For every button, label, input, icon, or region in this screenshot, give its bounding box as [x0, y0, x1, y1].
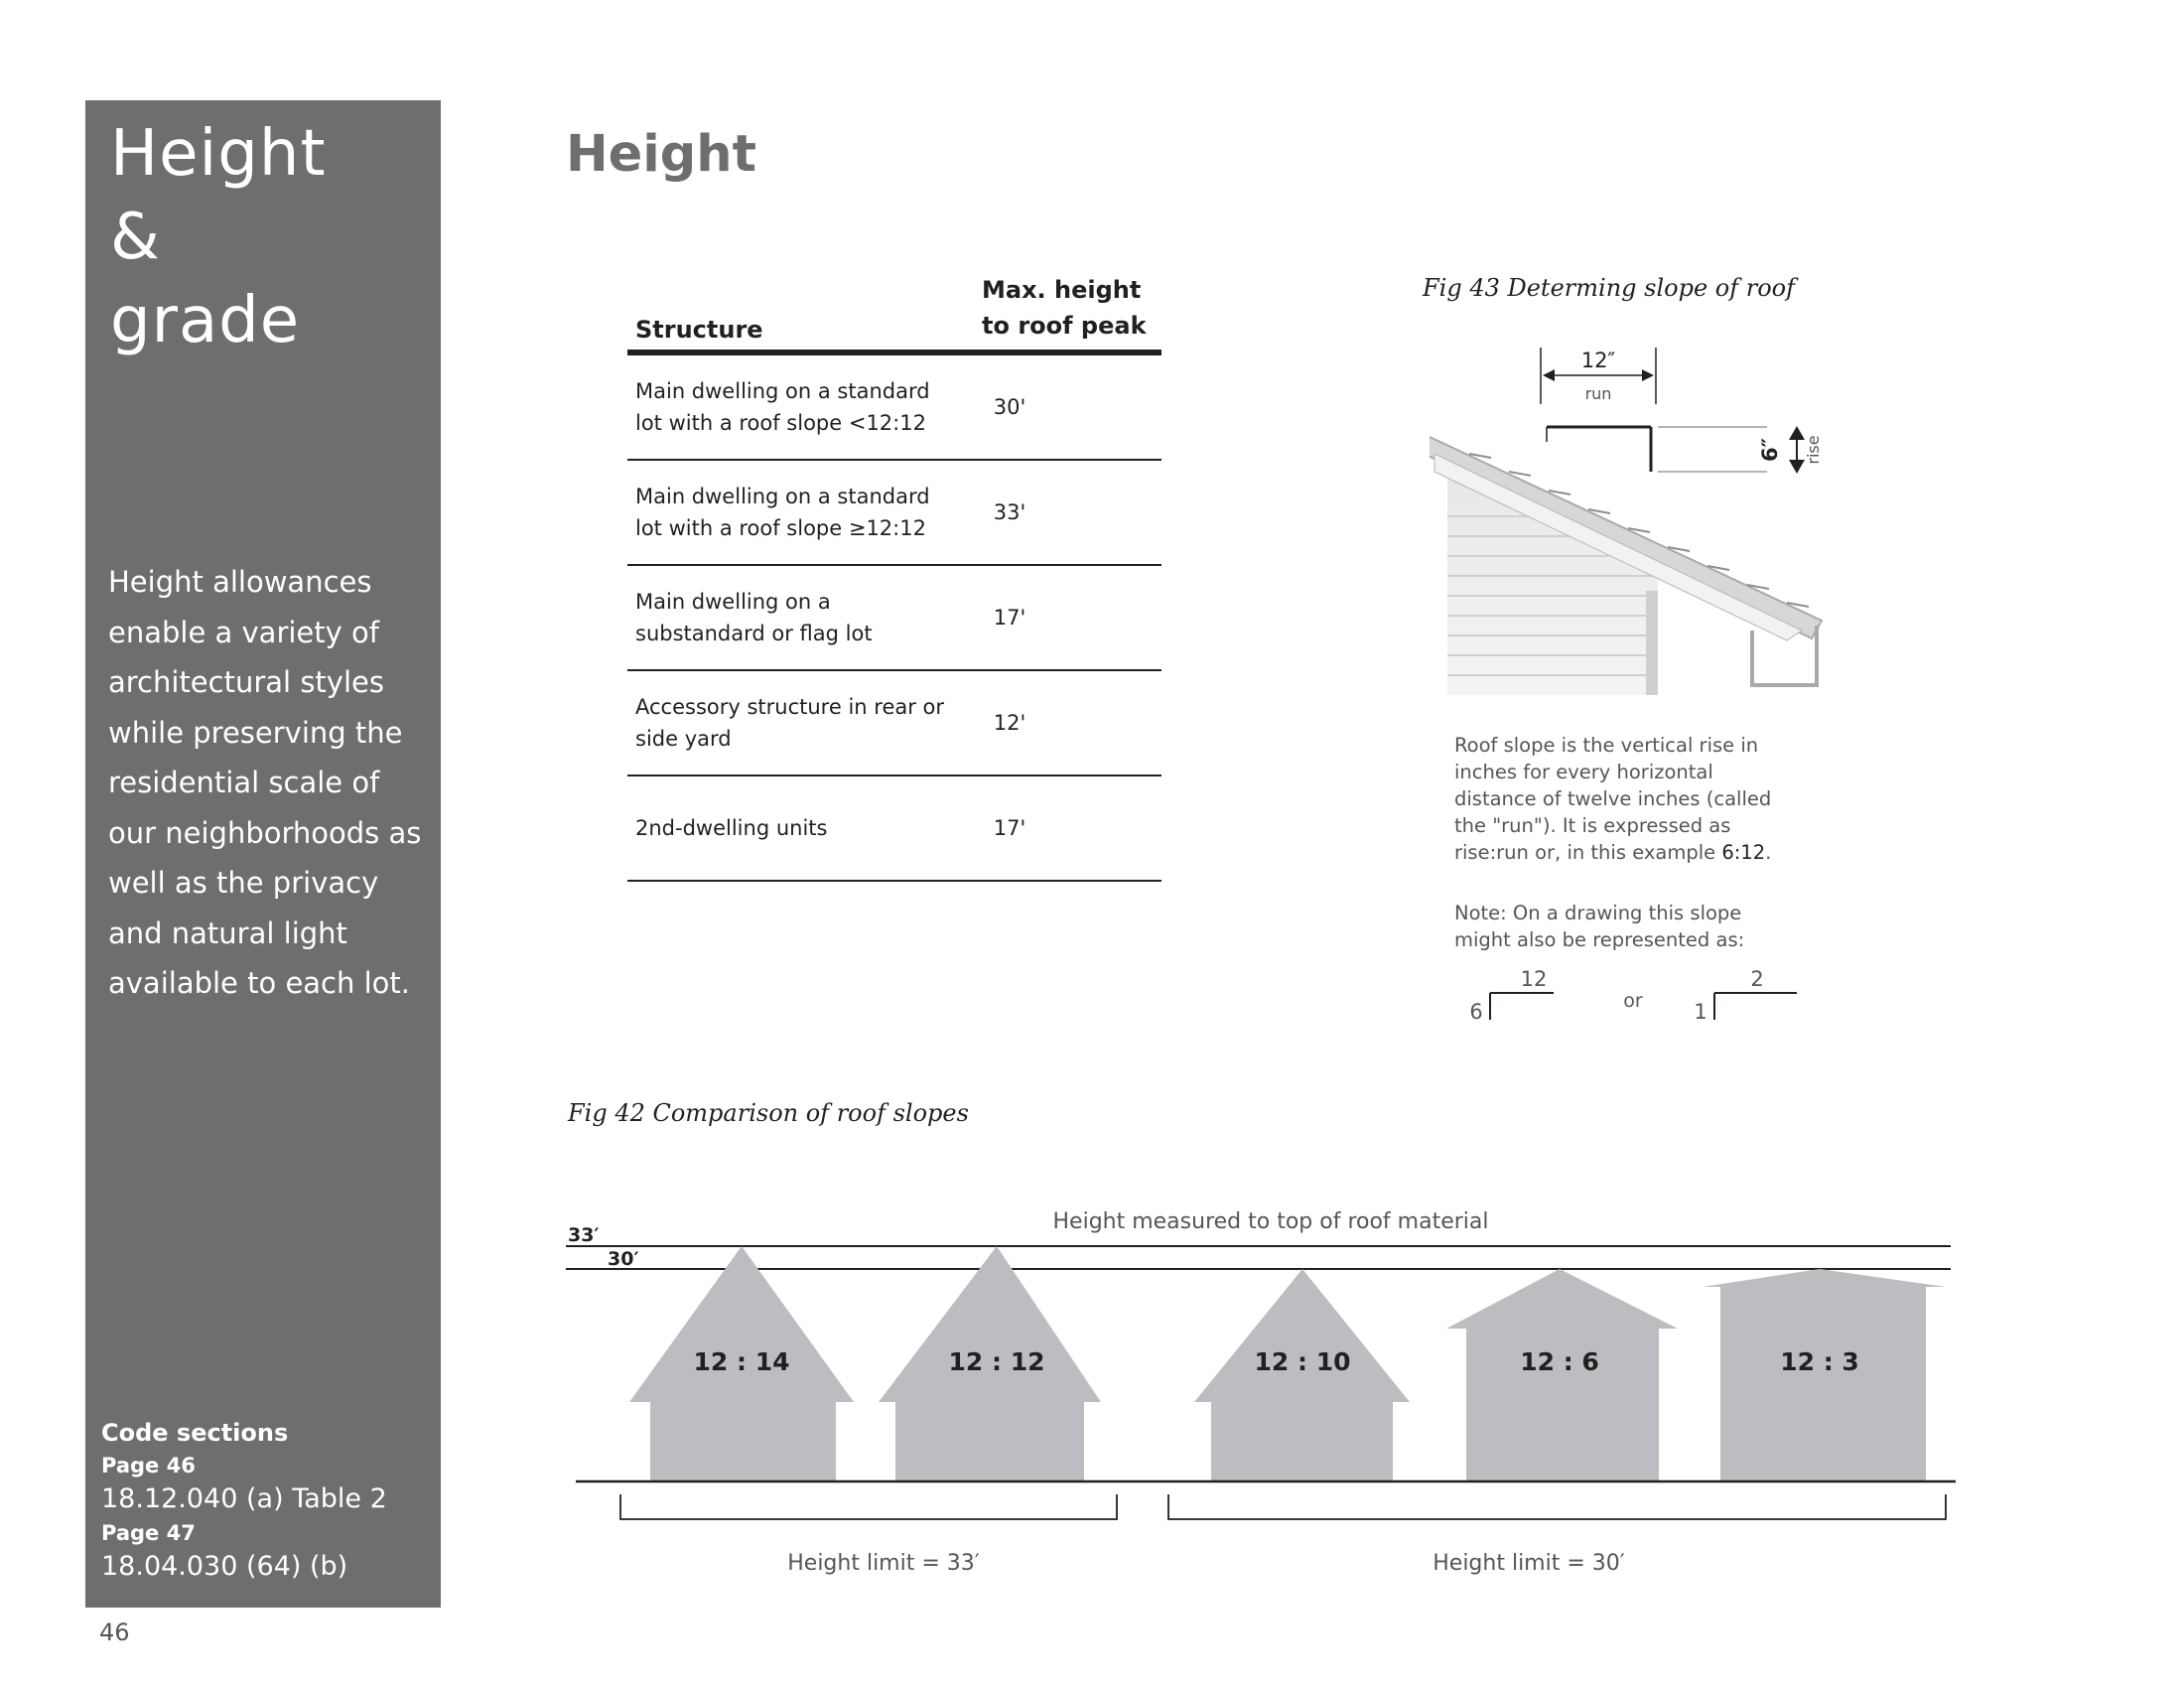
symbol-run: 2: [1750, 967, 1763, 991]
house-12-6: [1446, 1269, 1678, 1481]
house-wall: [1447, 457, 1658, 695]
rise-label: rise: [1804, 435, 1823, 464]
height-measure-label: Height measured to top of roof material: [1053, 1209, 1489, 1234]
run-label: run: [1585, 384, 1612, 403]
symbol-rise: 1: [1694, 1000, 1706, 1023]
code-page-label: Page 47: [101, 1521, 196, 1545]
house-12-14: [629, 1246, 854, 1481]
code-reference: 18.04.030 (64) (b): [101, 1551, 348, 1582]
slope-note: Note: On a drawing this slope might also…: [1454, 902, 1745, 951]
code-sections: Code sections Page 46 18.12.040 (a) Tabl…: [101, 1416, 387, 1585]
table-row: Accessory structure in rear or side yard…: [627, 671, 1161, 776]
roof-slope: [1430, 435, 1824, 687]
slope-description: Roof slope is the vertical rise in inche…: [1454, 732, 1797, 866]
symbol-or: or: [1623, 990, 1643, 1012]
header-max-height-line: Max. height: [982, 276, 1142, 304]
height-cell: 17': [993, 816, 1026, 840]
page-number: 46: [99, 1618, 130, 1646]
house-label: 12 : 6: [1520, 1347, 1599, 1376]
house-label: 12 : 14: [694, 1347, 790, 1376]
house-12-10: [1194, 1269, 1410, 1481]
table-row: Main dwelling on a substandard or flag l…: [627, 566, 1161, 671]
structure-cell: 2nd-dwelling units: [635, 816, 828, 840]
table-row: 2nd-dwelling units 17': [627, 776, 1161, 882]
table-header: Structure Max. height to roof peak: [627, 266, 1161, 355]
height-cell: 30': [993, 395, 1026, 419]
section-title-line: Height: [110, 117, 327, 191]
structure-cell: Main dwelling on a substandard or flag l…: [635, 590, 873, 645]
table-row: Main dwelling on a standard lot with a r…: [627, 461, 1161, 566]
fig42-caption: Fig 42 Comparison of roof slopes: [568, 1099, 969, 1127]
page-title: Height: [566, 125, 756, 184]
height-limit-30: Height limit = 30′: [1433, 1551, 1625, 1576]
header-max-height-line: to roof peak: [982, 312, 1147, 340]
structure-cell: Accessory structure in rear or side yard: [635, 695, 945, 751]
header-max-height: Max. height to roof peak: [982, 272, 1147, 344]
height-cell: 33': [993, 500, 1026, 524]
symbol-rise: 6: [1469, 1000, 1482, 1023]
sidebar-intro-text: Height allowances enable a variety of ar…: [108, 565, 422, 1000]
height-table: Structure Max. height to roof peak Main …: [627, 266, 1161, 882]
code-reference: 18.12.040 (a) Table 2: [101, 1483, 387, 1514]
slope-symbols: 6 12 or 1 2: [1469, 967, 1797, 1023]
house-12-3: [1703, 1269, 1946, 1481]
table-row: Main dwelling on a standard lot with a r…: [627, 355, 1161, 461]
header-structure: Structure: [635, 316, 763, 344]
house-label: 12 : 12: [949, 1347, 1045, 1376]
slope-description-text: Roof slope is the vertical rise in inche…: [1454, 734, 1772, 864]
house-label: 12 : 3: [1780, 1347, 1859, 1376]
bracket-33: [619, 1494, 1118, 1520]
fig43-caption: Fig 43 Determing slope of roof: [1423, 274, 1795, 302]
symbol-run: 12: [1521, 967, 1548, 991]
rise-value: 6″: [1758, 438, 1782, 462]
sidebar-panel: Height & grade Height allowances enable …: [85, 100, 441, 1608]
slope-symbol: [1489, 992, 1797, 1020]
structure-cell: Main dwelling on a standard lot with a r…: [635, 379, 930, 435]
house-label: 12 : 10: [1255, 1347, 1351, 1376]
height-cell: 12': [993, 711, 1026, 735]
section-title-line: grade: [110, 284, 301, 357]
line-label-33: 33′: [568, 1224, 599, 1246]
section-title: Height & grade: [110, 112, 327, 362]
run-value: 12″: [1581, 349, 1616, 372]
code-sections-heading: Code sections: [101, 1419, 289, 1447]
bracket-30: [1167, 1494, 1947, 1520]
slope-measurement: [1540, 348, 1805, 474]
house-12-12: [879, 1246, 1101, 1481]
structure-cell: Main dwelling on a standard lot with a r…: [635, 485, 930, 540]
roof-slope-comparison: Height measured to top of roof material …: [566, 1209, 1956, 1576]
line-label-30: 30′: [608, 1248, 638, 1270]
height-limit-33: Height limit = 33′: [787, 1551, 980, 1576]
roof-slope-diagram: 12″ run 6″ rise: [1430, 348, 1824, 695]
slope-description-end: .: [1765, 841, 1772, 864]
height-cell: 17': [993, 606, 1026, 630]
slope-example-value: 6:12: [1721, 841, 1766, 864]
code-page-label: Page 46: [101, 1454, 196, 1477]
section-title-line: &: [110, 201, 161, 274]
